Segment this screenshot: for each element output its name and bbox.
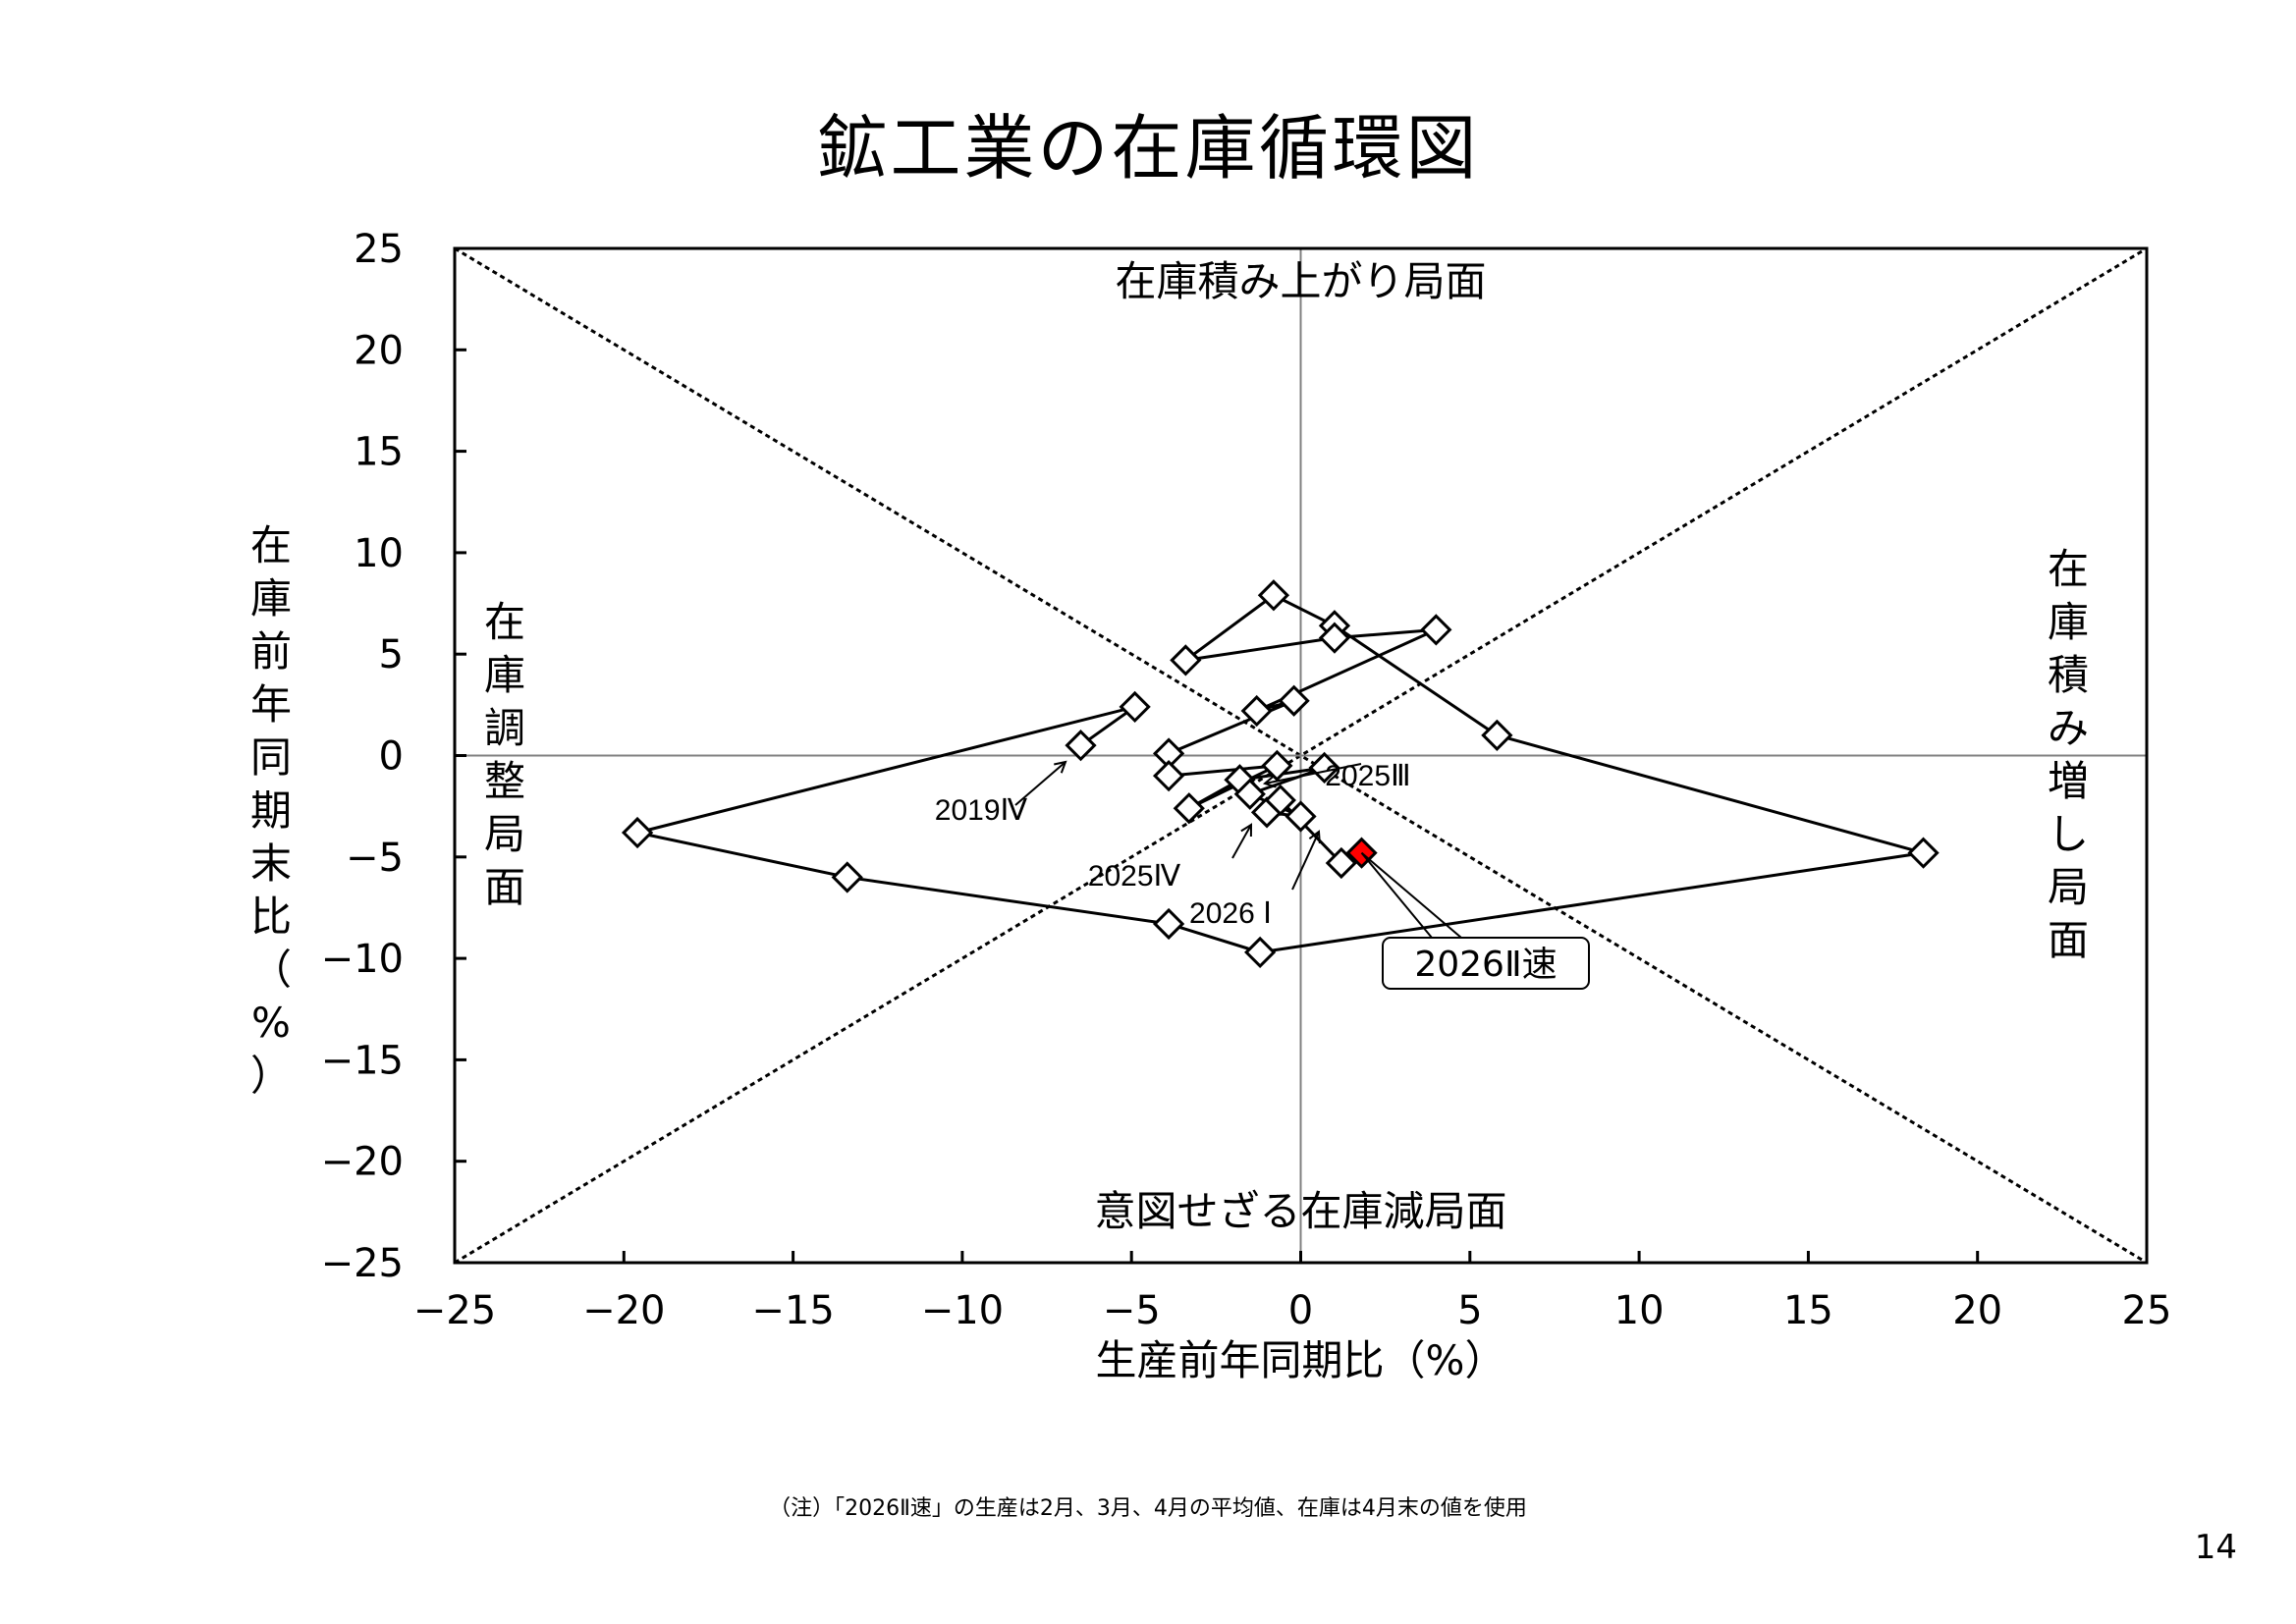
data-point xyxy=(1318,622,1351,654)
x-ticks: −25 −20 −15 −10 −5 0 5 10 15 20 25 xyxy=(413,1251,2172,1333)
data-point xyxy=(1481,719,1513,751)
zero-axes xyxy=(455,248,2147,1263)
data-point xyxy=(1233,778,1266,810)
annotation-label: 2025Ⅲ xyxy=(1325,760,1410,792)
reference-lines xyxy=(454,246,2148,1265)
annotation-arrow xyxy=(1291,831,1320,891)
x-tick-label: 20 xyxy=(1952,1288,2002,1333)
annotation-arrowhead xyxy=(1240,823,1253,838)
annotation-arrowhead xyxy=(1308,830,1321,844)
y-tick-label: 10 xyxy=(354,531,404,576)
y-tick-label: 25 xyxy=(354,227,404,272)
annotation-label: 2019Ⅳ xyxy=(935,794,1028,827)
y-tick-label: −10 xyxy=(321,937,404,982)
phase-label-top: 在庫積み上がり局面 xyxy=(1115,257,1486,305)
annotation-label: 2026 Ⅰ xyxy=(1189,897,1272,930)
x-tick-label: −5 xyxy=(1103,1288,1161,1333)
x-tick-label: 0 xyxy=(1288,1288,1313,1333)
data-point xyxy=(1152,760,1185,792)
y-tick-label: −25 xyxy=(321,1241,404,1286)
x-tick-label: 15 xyxy=(1783,1288,1833,1333)
y-axis-title-text: 在庫前年同期末比（%） xyxy=(250,521,292,1100)
data-point xyxy=(1907,837,1940,869)
y-tick-label: 5 xyxy=(379,632,404,677)
callout-label: 2026Ⅱ速 xyxy=(1414,945,1557,985)
callout-leader xyxy=(1360,851,1462,939)
data-point xyxy=(621,816,654,849)
phase-label-bottom: 意図せざる在庫減局面 xyxy=(1094,1187,1506,1235)
data-point xyxy=(1244,936,1277,969)
x-tick-label: 25 xyxy=(2122,1288,2172,1333)
x-tick-label: 5 xyxy=(1457,1288,1482,1333)
y-axis-title: 在庫前年同期末比（%） xyxy=(250,521,292,1100)
data-point xyxy=(1152,907,1185,941)
annotation-arrowhead xyxy=(1262,775,1277,788)
annotation-arrowhead xyxy=(1054,760,1067,774)
data-point xyxy=(1325,846,1357,880)
y-ticks: −25 −20 −15 −10 −5 0 5 10 15 20 25 xyxy=(321,227,466,1286)
callout-leader xyxy=(1360,852,1433,939)
callout-box xyxy=(1382,937,1590,990)
x-axis-title: 生産前年同期比（%） xyxy=(1096,1336,1506,1384)
footnote: （注）「2026Ⅱ速」の生産は2月、3月、4月の平均値、在庫は4月末の値を使用 xyxy=(769,1496,1527,1521)
data-point xyxy=(1257,579,1290,612)
reference-line-1 xyxy=(454,246,2148,1265)
phase-label-right: 在庫積み増し局面 xyxy=(2048,545,2089,964)
annotation-arrow xyxy=(1014,761,1066,806)
data-point xyxy=(1065,730,1097,762)
data-point xyxy=(1420,614,1452,646)
annotation-label: 2025Ⅳ xyxy=(1088,860,1181,893)
data-point xyxy=(1240,694,1273,728)
x-tick-label: −20 xyxy=(582,1288,665,1333)
x-tick-label: −15 xyxy=(751,1288,834,1333)
x-tick-label: −25 xyxy=(413,1288,496,1333)
annotation-arrow xyxy=(1231,824,1252,859)
phase-label-left: 在庫調整局面 xyxy=(484,598,525,911)
data-point xyxy=(1173,792,1205,825)
data-point xyxy=(1285,800,1317,833)
y-tick-label: 20 xyxy=(354,328,404,373)
data-point xyxy=(1278,684,1310,717)
data-point xyxy=(1308,751,1340,785)
y-tick-label: 15 xyxy=(354,430,404,475)
chart-title: 鉱工業の在庫循環図 xyxy=(816,107,1480,189)
y-tick-label: −20 xyxy=(321,1140,404,1185)
annotation-arrow xyxy=(1264,763,1362,785)
reference-line-2 xyxy=(454,246,2148,1265)
data-point xyxy=(1264,784,1296,817)
y-tick-label: 0 xyxy=(379,734,404,780)
page-number: 14 xyxy=(2194,1528,2237,1567)
y-tick-label: −5 xyxy=(346,836,404,881)
data-series xyxy=(621,579,1940,969)
x-tick-label: −10 xyxy=(921,1288,1004,1333)
data-point xyxy=(1170,644,1202,677)
data-point xyxy=(1261,749,1293,782)
y-tick-label: −15 xyxy=(321,1038,404,1083)
data-point xyxy=(831,861,863,893)
data-point xyxy=(1119,690,1151,724)
x-tick-label: 10 xyxy=(1614,1288,1665,1333)
